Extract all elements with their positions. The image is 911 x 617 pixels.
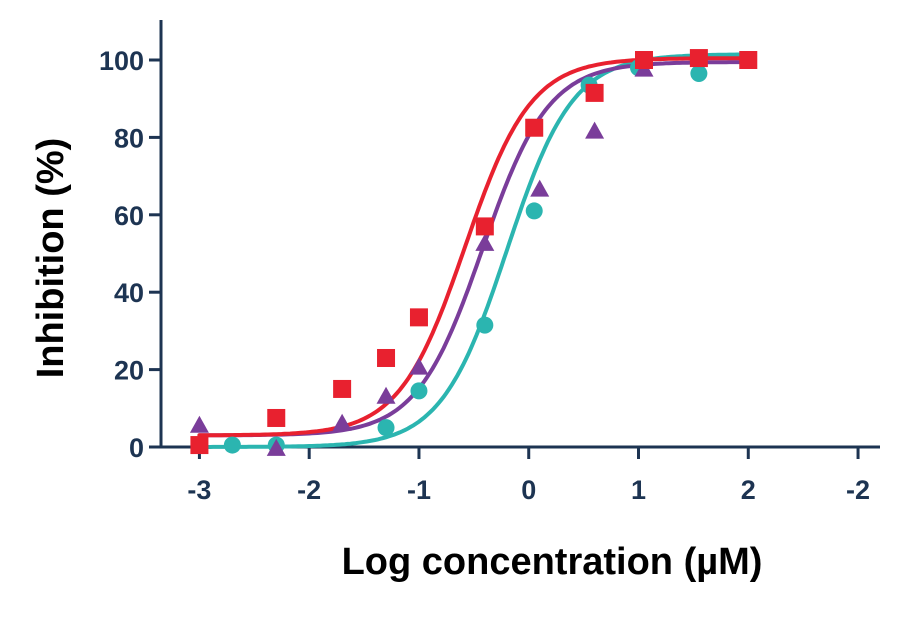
circle-data-point xyxy=(690,65,708,83)
y-tick-label: 20 xyxy=(114,356,144,386)
triangle-series-fit-curve xyxy=(197,60,751,438)
triangle-data-point xyxy=(332,413,352,431)
y-tick-label: 60 xyxy=(114,201,144,231)
x-tick-label: -2 xyxy=(846,475,870,505)
data-points xyxy=(189,49,758,456)
x-tick-label: 2 xyxy=(741,475,756,505)
y-ticks: 0 20 40 60 80 100 xyxy=(99,46,161,463)
fit-curves xyxy=(197,52,751,449)
circle-data-point xyxy=(476,316,494,334)
square-data-point xyxy=(267,408,286,427)
y-tick-label: 80 xyxy=(114,123,144,153)
square-data-point xyxy=(475,217,494,236)
circle-data-point xyxy=(223,436,241,454)
square-data-point xyxy=(409,308,428,327)
triangle-data-point xyxy=(189,415,209,433)
circle-data-point xyxy=(525,202,543,220)
y-tick-label: 0 xyxy=(129,433,144,463)
triangle-data-point xyxy=(266,438,286,456)
circle-series-fit-curve xyxy=(197,52,751,449)
x-tick-label: -2 xyxy=(297,475,321,505)
triangle-data-point xyxy=(530,179,550,197)
square-data-point xyxy=(739,51,758,69)
y-axis-title: Inhibition (%) xyxy=(30,138,72,379)
circle-data-point xyxy=(377,419,395,437)
square-data-point xyxy=(377,348,396,367)
x-tick-label: 0 xyxy=(521,475,536,505)
circle-data-point xyxy=(410,382,428,400)
x-tick-label: -1 xyxy=(407,475,431,505)
x-axis-title: Log concentration (µM) xyxy=(342,541,763,583)
y-tick-label: 40 xyxy=(114,278,144,308)
square-data-point xyxy=(634,51,653,69)
square-data-point xyxy=(525,118,544,137)
triangle-data-point xyxy=(475,233,495,251)
x-tick-label: 1 xyxy=(631,475,646,505)
x-ticks: -3 -2 -1 0 1 2 -2 xyxy=(187,447,870,505)
triangle-data-point xyxy=(409,357,429,375)
square-data-point xyxy=(190,436,209,455)
triangle-data-point xyxy=(376,386,396,404)
triangle-data-point xyxy=(585,121,605,139)
square-data-point xyxy=(333,379,352,398)
y-tick-label: 100 xyxy=(99,46,144,76)
x-tick-label: -3 xyxy=(187,475,211,505)
square-data-point xyxy=(689,49,708,68)
square-data-point xyxy=(585,83,604,102)
square-series-fit-curve xyxy=(197,56,751,438)
